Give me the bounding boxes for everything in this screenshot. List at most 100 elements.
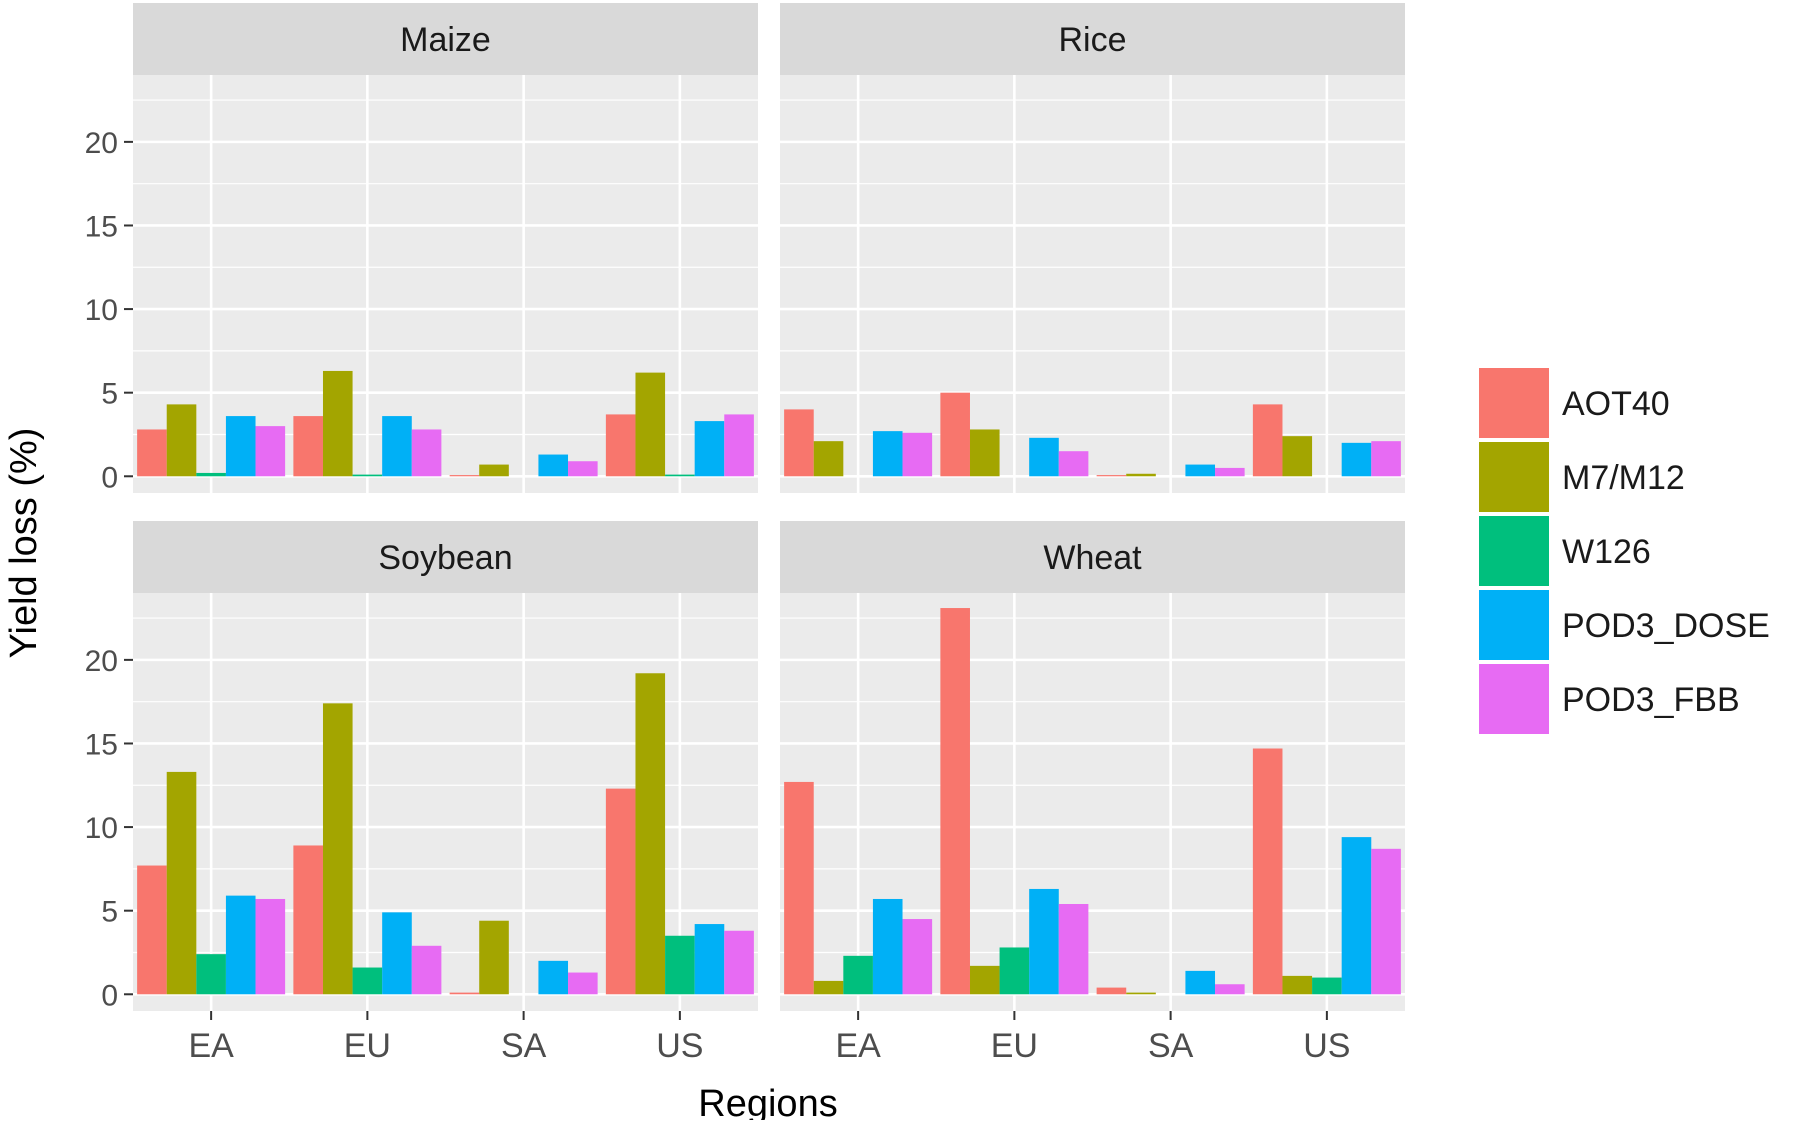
y-tick-label: 15: [85, 728, 118, 761]
bar-wheat-us-pod3-fbb: [1371, 848, 1401, 995]
bar-rice-us-aot40: [1252, 404, 1283, 477]
bar-wheat-ea-w126: [843, 955, 873, 995]
y-tick-label: 0: [101, 979, 118, 1012]
x-tick-label-us: US: [1303, 1027, 1350, 1065]
facet-strip: [133, 521, 758, 593]
facet-maize: Maize: [133, 3, 758, 493]
bar-soybean-ea-pod3-fbb: [255, 898, 286, 995]
bar-maize-ea-pod3-fbb: [255, 426, 286, 477]
panels-layer: Maize Rice Soybean Wheat: [133, 3, 1405, 1011]
bar-wheat-eu-aot40: [940, 608, 970, 995]
x-tick-label-eu: EU: [344, 1027, 391, 1065]
legend-label: POD3_DOSE: [1562, 607, 1770, 645]
legend-item: POD3_FBB: [1479, 664, 1740, 734]
bar-maize-us-w126: [665, 474, 695, 477]
bar-rice-us-m7-m12: [1282, 436, 1313, 477]
bar-wheat-us-m7-m12: [1282, 975, 1313, 995]
bar-soybean-sa-pod3-dose: [538, 960, 569, 995]
bar-wheat-us-pod3-dose: [1341, 837, 1372, 995]
bar-maize-ea-m7-m12: [166, 404, 197, 477]
x-tick-label-us: US: [656, 1027, 703, 1065]
y-tick-label: 20: [85, 127, 118, 160]
bar-maize-eu-aot40: [293, 416, 323, 477]
bar-soybean-eu-w126: [352, 967, 383, 995]
bar-wheat-eu-w126: [999, 947, 1030, 995]
legend-key: [1479, 664, 1549, 734]
bar-rice-sa-m7-m12: [1126, 473, 1156, 477]
bar-soybean-us-aot40: [605, 788, 636, 995]
bar-wheat-us-aot40: [1252, 748, 1283, 995]
axes-layer: 0 5 10 15 20 0 5 10 15 20 EA EU SA US EA EU SA US: [85, 127, 1351, 1065]
bar-soybean-eu-pod3-fbb: [411, 945, 442, 995]
bar-rice-sa-pod3-fbb: [1215, 467, 1245, 477]
bar-maize-us-pod3-fbb: [724, 414, 754, 477]
bar-rice-sa-aot40: [1096, 475, 1127, 477]
bar-maize-ea-aot40: [137, 429, 167, 477]
y-tick-label: 10: [85, 812, 118, 845]
bar-soybean-sa-m7-m12: [479, 920, 509, 995]
legend-item: W126: [1479, 516, 1651, 586]
bar-rice-eu-pod3-dose: [1029, 437, 1059, 477]
legend-item: AOT40: [1479, 368, 1670, 438]
bar-rice-ea-pod3-fbb: [902, 432, 933, 477]
bar-maize-us-m7-m12: [635, 372, 666, 477]
bar-rice-ea-aot40: [784, 409, 814, 477]
facet-strip: [780, 3, 1405, 75]
bar-wheat-eu-pod3-dose: [1029, 888, 1059, 995]
legend-item: M7/M12: [1479, 442, 1685, 512]
bar-wheat-ea-m7-m12: [813, 980, 844, 995]
x-tick-label-ea: EA: [188, 1027, 234, 1065]
facet-soybean: Soybean: [133, 521, 758, 1011]
bar-soybean-sa-aot40: [449, 992, 480, 995]
bar-wheat-sa-pod3-fbb: [1215, 984, 1245, 995]
facet-title: Rice: [1058, 21, 1126, 59]
legend-key: [1479, 442, 1549, 512]
bar-wheat-ea-aot40: [784, 781, 814, 995]
facet-rice: Rice: [780, 3, 1405, 493]
bar-rice-eu-pod3-fbb: [1058, 451, 1089, 477]
bar-soybean-us-w126: [665, 935, 695, 995]
legend-key: [1479, 590, 1549, 660]
facet-title: Soybean: [378, 539, 512, 577]
legend-label: AOT40: [1562, 385, 1670, 423]
bar-rice-us-pod3-dose: [1341, 442, 1372, 477]
y-tick-label: 10: [85, 294, 118, 327]
bar-wheat-us-w126: [1312, 977, 1342, 995]
facet-strip: [133, 3, 758, 75]
y-tick-label: 15: [85, 210, 118, 243]
x-axis-title: Regions: [698, 1083, 837, 1120]
bar-maize-ea-w126: [196, 472, 226, 477]
bar-soybean-us-pod3-fbb: [724, 930, 754, 995]
x-tick-label-sa: SA: [501, 1027, 547, 1065]
bar-soybean-ea-w126: [196, 954, 226, 995]
facet-title: Maize: [400, 21, 491, 59]
y-tick-label: 5: [101, 378, 118, 411]
y-axis-title: Yield loss (%): [3, 428, 45, 659]
bar-maize-eu-pod3-dose: [382, 416, 412, 477]
bar-soybean-eu-pod3-dose: [382, 912, 412, 995]
bar-rice-ea-m7-m12: [813, 441, 844, 477]
legend-label: POD3_FBB: [1562, 681, 1740, 719]
bar-rice-ea-pod3-dose: [872, 431, 903, 477]
bar-wheat-sa-aot40: [1096, 987, 1127, 995]
bar-maize-eu-pod3-fbb: [411, 429, 442, 477]
bar-maize-ea-pod3-dose: [225, 416, 256, 477]
bar-maize-sa-aot40: [449, 475, 480, 477]
x-tick-label-ea: EA: [835, 1027, 881, 1065]
bar-rice-eu-m7-m12: [969, 429, 1000, 477]
bar-soybean-eu-m7-m12: [322, 703, 353, 995]
legend-label: M7/M12: [1562, 459, 1685, 497]
legend-key: [1479, 368, 1549, 438]
legend: AOT40 M7/M12 W126 POD3_DOSE POD3_FBB: [1479, 368, 1770, 734]
y-tick-label: 5: [101, 896, 118, 929]
bar-wheat-ea-pod3-fbb: [902, 919, 933, 995]
bar-maize-eu-m7-m12: [322, 370, 353, 477]
bar-soybean-us-m7-m12: [635, 673, 666, 995]
legend-label: W126: [1562, 533, 1651, 571]
panel-background: [780, 75, 1405, 493]
bar-maize-us-aot40: [605, 414, 636, 477]
facet-title: Wheat: [1043, 539, 1142, 577]
bar-rice-eu-aot40: [940, 392, 970, 477]
bar-soybean-sa-pod3-fbb: [568, 972, 598, 995]
